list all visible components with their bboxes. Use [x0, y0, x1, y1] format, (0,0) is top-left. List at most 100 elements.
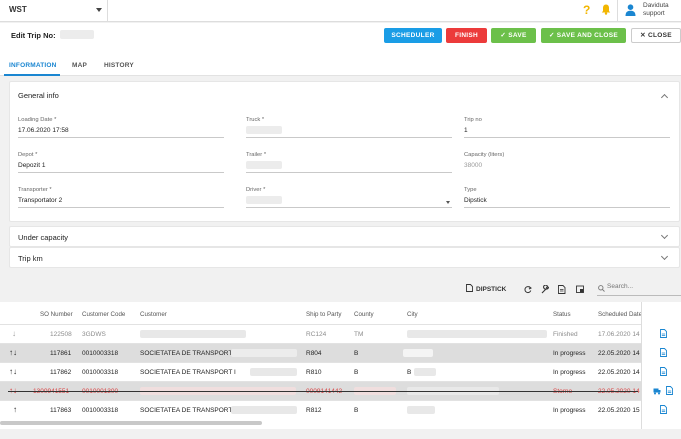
- document-icon[interactable]: [660, 348, 667, 357]
- grid-toolbar: DIPSTICK: [0, 279, 681, 299]
- active-tab-indicator: [4, 74, 60, 76]
- document-icon[interactable]: [660, 405, 667, 414]
- save-and-close-button[interactable]: ✓ SAVE AND CLOSE: [541, 28, 626, 43]
- city-redacted: [403, 349, 433, 357]
- tab-history[interactable]: HISTORY: [104, 62, 134, 69]
- close-button[interactable]: ✕ CLOSE: [631, 28, 681, 43]
- refresh-icon[interactable]: [524, 285, 532, 294]
- horizontal-scrollbar[interactable]: [0, 421, 262, 425]
- field-value: Depozit 1: [18, 162, 46, 169]
- scheduler-button[interactable]: SCHEDULER: [384, 28, 442, 43]
- reorder-arrows-icon[interactable]: ↑↓: [9, 348, 17, 357]
- save-button[interactable]: ✓ SAVE: [491, 28, 536, 43]
- field-underline: [246, 137, 452, 138]
- columns-icon[interactable]: [576, 285, 584, 294]
- help-icon[interactable]: ?: [583, 3, 591, 17]
- field-underline: [464, 207, 670, 208]
- status: Finished: [553, 331, 578, 338]
- trip-no-field[interactable]: Trip no 1: [464, 117, 670, 138]
- reorder-arrows-icon[interactable]: ↑↓: [9, 367, 17, 376]
- workspace-selector[interactable]: WST: [0, 0, 108, 22]
- user-icon[interactable]: [625, 4, 636, 16]
- field-underline: [18, 137, 224, 138]
- workspace-label: WST: [9, 5, 27, 14]
- document-icon: [466, 284, 473, 292]
- field-underline: [246, 207, 452, 208]
- table-row[interactable]: ↑↓ 1300941551 0010001300 0009141442 Stor…: [0, 381, 681, 400]
- transporter-field[interactable]: Transporter * Transportator 2: [18, 187, 224, 208]
- driver-field[interactable]: Driver *: [246, 187, 452, 208]
- chevron-up-icon[interactable]: [660, 93, 669, 102]
- city-redacted: [407, 330, 547, 338]
- column-header[interactable]: County: [354, 311, 374, 318]
- check-icon: ✓: [500, 32, 509, 39]
- title-bar: Edit Trip No: SCHEDULER FINISH ✓ SAVE ✓ …: [0, 23, 681, 49]
- panel-title: General info: [18, 91, 59, 100]
- reorder-arrows-icon[interactable]: ↑↓: [9, 386, 17, 395]
- scheduled-date: 22.05.2020 15: [598, 407, 640, 414]
- table-row[interactable]: ↑ 117863 0010003318 SOCIETATEA DE TRANSP…: [0, 400, 681, 419]
- trailer-field[interactable]: Trailer *: [246, 152, 452, 173]
- document-icon[interactable]: [666, 386, 673, 395]
- column-header[interactable]: Status: [553, 311, 571, 318]
- search-input[interactable]: [607, 283, 677, 290]
- wrench-icon[interactable]: [541, 285, 549, 294]
- so-number: 117862: [50, 369, 72, 376]
- column-header[interactable]: City: [407, 311, 418, 318]
- customer: SOCIETATEA DE TRANSPORT: [140, 407, 233, 414]
- county: TM: [354, 331, 364, 338]
- chevron-down-icon[interactable]: [660, 252, 669, 261]
- save-label: SAVE: [508, 32, 527, 39]
- top-bar: WST ? Daviduta support: [0, 0, 681, 22]
- table-row[interactable]: ↓ 122508 3GDWS RC124 TM Finished 17.06.2…: [0, 324, 681, 343]
- tab-information[interactable]: INFORMATION: [9, 62, 57, 69]
- status: In progress: [553, 407, 586, 414]
- reorder-arrows-icon[interactable]: ↑: [13, 405, 17, 414]
- loading-date-field[interactable]: Loading Date * 17.06.2020 17:58: [18, 117, 224, 138]
- trip-km-panel[interactable]: Trip km: [9, 247, 680, 268]
- table-row[interactable]: ↑↓ 117861 0010003318 SOCIETATEA DE TRANS…: [0, 343, 681, 362]
- chevron-down-icon[interactable]: [660, 231, 669, 240]
- table-row[interactable]: ↑↓ 117862 0010003318 SOCIETATEA DE TRANS…: [0, 362, 681, 381]
- field-underline: [464, 137, 670, 138]
- customer-code: 0010003318: [82, 407, 119, 414]
- field-label: Capacity (liters): [464, 152, 505, 158]
- type-field[interactable]: Type Dipstick: [464, 187, 670, 208]
- ship-to-party: R810: [306, 369, 322, 376]
- export-document-icon[interactable]: [558, 285, 566, 294]
- column-header[interactable]: Ship to Party: [306, 311, 342, 318]
- bell-icon[interactable]: [601, 4, 611, 15]
- user-info[interactable]: Daviduta support: [643, 2, 669, 18]
- column-header[interactable]: Customer: [140, 311, 167, 318]
- trip-number-redacted: [60, 30, 94, 39]
- field-label: Transporter *: [18, 187, 52, 193]
- panel-title: Trip km: [18, 254, 43, 263]
- field-label: Type: [464, 187, 477, 193]
- customer-code: 0010003318: [82, 350, 119, 357]
- field-value: 17.06.2020 17:58: [18, 127, 69, 134]
- column-header[interactable]: Customer Code: [82, 311, 126, 318]
- city: B: [407, 369, 412, 376]
- so-number: 117863: [50, 407, 72, 414]
- dipstick-button[interactable]: DIPSTICK: [466, 284, 506, 293]
- reorder-arrows-icon[interactable]: ↓: [12, 329, 16, 338]
- search-box[interactable]: [597, 281, 681, 296]
- finish-button[interactable]: FINISH: [446, 28, 487, 43]
- close-icon: ✕: [640, 32, 648, 39]
- tab-map[interactable]: MAP: [72, 62, 88, 69]
- column-header[interactable]: Scheduled Date: [598, 311, 643, 318]
- document-icon[interactable]: [660, 329, 667, 338]
- field-label: Truck *: [246, 117, 265, 123]
- field-label: Driver *: [246, 187, 266, 193]
- field-value: 1: [464, 127, 468, 134]
- column-header[interactable]: SO Number: [40, 311, 73, 318]
- truck-field[interactable]: Truck *: [246, 117, 452, 138]
- truck-icon[interactable]: [653, 387, 661, 395]
- panel-title: Under capacity: [18, 233, 69, 242]
- depot-field[interactable]: Depot * Depozit 1: [18, 152, 224, 173]
- scheduled-date: 17.06.2020 14: [598, 331, 640, 338]
- ship-to-party: RC124: [306, 331, 327, 338]
- footer-area: [0, 429, 681, 439]
- document-icon[interactable]: [660, 367, 667, 376]
- under-capacity-panel[interactable]: Under capacity: [9, 226, 680, 247]
